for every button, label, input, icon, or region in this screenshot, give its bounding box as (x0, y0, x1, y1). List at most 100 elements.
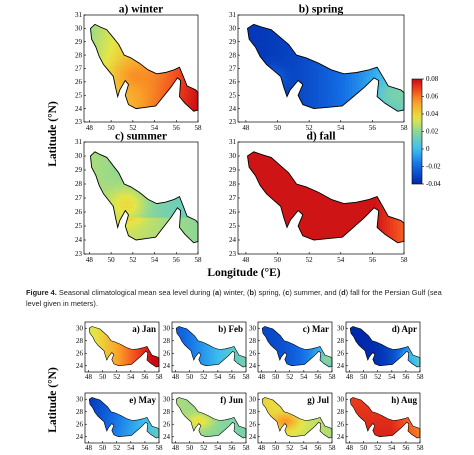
coastline (88, 397, 160, 439)
x-tick-label: 54 (127, 444, 135, 452)
map-panel-apr: 48 50 52 54 56 58 24 26 28 30 d) Apr (337, 321, 425, 381)
coastline (247, 151, 405, 244)
colorbar-tick-label: 0.08 (426, 75, 439, 83)
x-tick-label: 50 (108, 256, 116, 264)
colorbar-tick-label: 0 (426, 145, 430, 153)
x-tick-label: 50 (274, 256, 282, 264)
coastline (175, 326, 247, 368)
x-tick-label: 58 (156, 373, 164, 381)
y-tick-label: 28 (76, 408, 84, 416)
y-tick-label: 23 (75, 118, 83, 126)
x-tick-label: 54 (214, 444, 222, 452)
x-tick-label: 56 (228, 373, 236, 381)
map-panel-feb: 48 50 52 54 56 58 24 26 28 30 b) Feb (163, 321, 251, 381)
y-tick-label: 23 (229, 250, 237, 258)
y-tick-label: 30 (76, 395, 84, 403)
x-tick-label: 50 (99, 444, 107, 452)
colorbar-tick-label: 0.06 (426, 93, 439, 101)
caption-segment: d (341, 288, 346, 297)
x-tick-label: 48 (86, 256, 94, 264)
x-tick-label: 54 (337, 124, 345, 132)
x-tick-label: 48 (86, 124, 94, 132)
y-tick-label: 31 (229, 138, 237, 146)
y-tick-label: 24 (229, 105, 237, 113)
x-tick-label: 56 (141, 373, 149, 381)
heatmap-field (90, 151, 198, 243)
x-tick-label: 58 (195, 124, 203, 132)
coastline (261, 397, 333, 439)
coastline (349, 397, 421, 439)
x-tick-label: 50 (272, 444, 280, 452)
y-tick-label: 28 (76, 337, 84, 345)
x-tick-label: 50 (99, 373, 107, 381)
x-tick-label: 48 (242, 256, 250, 264)
y-tick-label: 30 (163, 395, 171, 403)
y-tick-label: 26 (337, 420, 345, 428)
y-tick-label: 26 (76, 420, 84, 428)
coastline (90, 23, 199, 112)
y-tick-label: 28 (229, 51, 237, 59)
axes-frame (84, 392, 160, 444)
x-tick-label: 56 (402, 373, 410, 381)
x-tick-label: 52 (113, 373, 121, 381)
y-tick-label: 24 (75, 105, 83, 113)
y-tick-label: 27 (229, 65, 237, 73)
axes-frame (257, 321, 333, 373)
y-tick-label: 24 (76, 362, 84, 370)
caption-segment: c (285, 288, 289, 297)
colorbar-tick-label: -0.02 (426, 163, 441, 171)
x-tick-label: 56 (369, 124, 377, 132)
fig4-xlabel: Longitude (°E) (207, 267, 280, 279)
y-tick-label: 27 (75, 65, 83, 73)
y-tick-label: 27 (229, 194, 237, 202)
x-tick-label: 58 (329, 444, 337, 452)
x-tick-label: 54 (388, 444, 396, 452)
axes-frame (345, 392, 421, 444)
x-tick-label: 52 (286, 444, 294, 452)
map-panel-jan: 48 50 52 54 56 58 24 26 28 30 a) Jan (76, 321, 164, 381)
map-panel-may: 48 50 52 54 56 58 24 26 28 30 e) May (76, 392, 163, 452)
map-panel-jun: 48 50 52 54 56 58 24 26 28 30 f) Jun (163, 392, 250, 452)
y-tick-label: 31 (75, 11, 83, 19)
x-tick-label: 58 (417, 373, 425, 381)
panel-title: a) winter (119, 4, 163, 16)
y-tick-label: 30 (229, 25, 237, 33)
y-tick-label: 25 (75, 91, 83, 99)
y-tick-label: 25 (229, 222, 237, 230)
x-tick-label: 54 (127, 373, 135, 381)
panel-title: d) Apr (392, 324, 417, 334)
x-tick-label: 52 (286, 373, 294, 381)
y-tick-label: 29 (75, 38, 83, 46)
y-tick-label: 25 (75, 222, 83, 230)
axes-frame (171, 392, 247, 444)
x-tick-label: 58 (243, 373, 251, 381)
y-tick-label: 26 (229, 78, 237, 86)
y-tick-label: 24 (163, 362, 171, 370)
colorbar: 0.08 0.06 0.04 0.02 0 -0.02 -0.04 (411, 75, 441, 188)
x-tick-label: 56 (369, 256, 377, 264)
y-tick-label: 24 (163, 433, 171, 441)
x-tick-label: 58 (417, 444, 425, 452)
caption-label: Figure 4. (26, 288, 57, 297)
y-tick-label: 30 (75, 25, 83, 33)
caption-segment: ) spring, ( (254, 288, 285, 297)
x-tick-label: 56 (402, 444, 410, 452)
map-panel-winter: 48 50 52 54 56 58 23 24 25 26 27 28 29 30 31 a) winter (75, 4, 202, 133)
y-tick-label: 26 (337, 349, 345, 357)
coastline (88, 326, 160, 368)
x-tick-label: 58 (401, 256, 409, 264)
x-tick-label: 56 (228, 444, 236, 452)
x-tick-label: 48 (346, 373, 354, 381)
y-tick-label: 30 (229, 152, 237, 160)
map-panel-jul: 48 50 52 54 56 58 24 26 28 30 g) Jul (249, 392, 337, 452)
y-tick-label: 31 (229, 11, 237, 19)
coastline (349, 326, 421, 368)
y-tick-label: 29 (75, 166, 83, 174)
x-tick-label: 54 (151, 256, 159, 264)
panel-title: c) summer (115, 131, 167, 143)
x-tick-label: 58 (329, 373, 337, 381)
panel-title: e) May (129, 395, 156, 405)
map-panel-mar: 48 50 52 54 56 58 24 26 28 30 c) Mar (249, 321, 337, 381)
y-tick-label: 28 (229, 180, 237, 188)
y-tick-label: 26 (75, 208, 83, 216)
